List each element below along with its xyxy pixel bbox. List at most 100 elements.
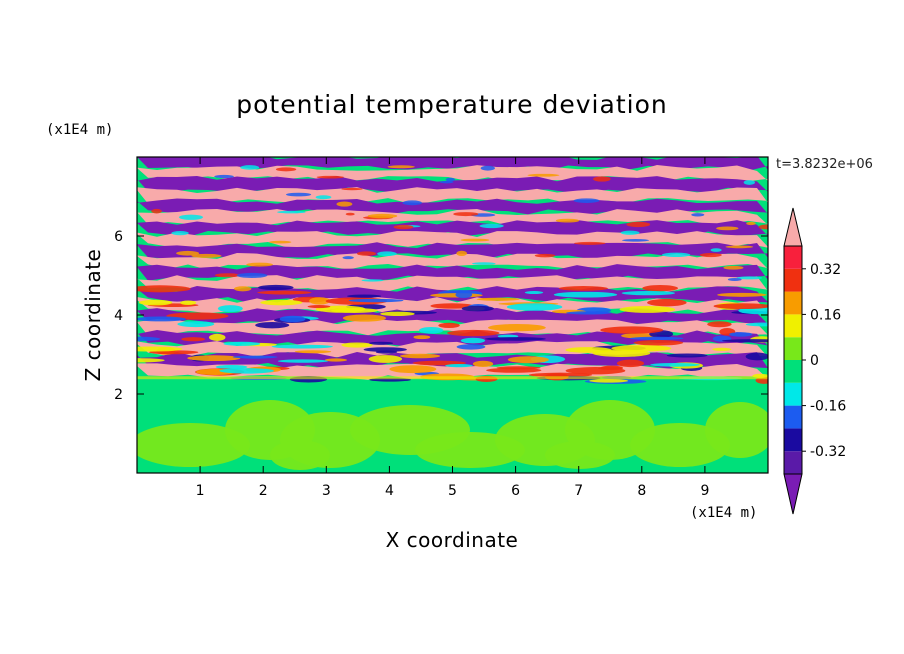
field-streak xyxy=(727,277,742,282)
field-streak xyxy=(215,364,248,370)
x-tick-label: 5 xyxy=(448,483,457,499)
field-streak xyxy=(246,262,274,267)
field-streak xyxy=(745,352,768,361)
field-streak xyxy=(368,355,403,363)
field-blob xyxy=(137,423,250,467)
colorbar-segment xyxy=(784,314,802,338)
field-streak xyxy=(647,298,687,307)
field-band xyxy=(137,187,768,204)
field-streak xyxy=(356,251,377,256)
field-streak xyxy=(600,326,664,334)
field-streak xyxy=(480,165,495,171)
field-streak xyxy=(691,213,705,217)
field-streak xyxy=(214,273,241,278)
field-streak xyxy=(573,198,600,203)
field-band xyxy=(137,198,768,215)
x-tick-label: 3 xyxy=(322,483,331,499)
field-streak xyxy=(369,341,394,345)
field-streak xyxy=(285,192,312,197)
field-streak xyxy=(699,252,722,258)
field-streak xyxy=(716,226,739,231)
field-streak xyxy=(593,176,611,182)
y-unit-label: (x1E4 m) xyxy=(46,122,113,138)
field-streak xyxy=(725,245,754,249)
field-streak xyxy=(419,327,444,334)
y-axis: 2 4 6 xyxy=(114,229,768,403)
colorbar-segment xyxy=(784,382,802,406)
field-streak xyxy=(476,297,520,301)
plot-field xyxy=(137,157,768,473)
colorbar-segment xyxy=(784,360,802,383)
colorbar-segment xyxy=(784,246,802,269)
field-streak xyxy=(524,291,544,295)
field-streak xyxy=(255,321,290,329)
field-band xyxy=(137,275,768,292)
colorbar-over-arrow xyxy=(783,207,803,247)
field-streak xyxy=(269,240,292,244)
colorbar-segment xyxy=(784,451,802,474)
field-streak xyxy=(257,290,312,295)
time-label: t=3.8232e+06 xyxy=(776,157,873,172)
field-streak xyxy=(722,339,768,343)
field-streak xyxy=(181,337,206,342)
field-streak xyxy=(258,284,294,291)
field-streak xyxy=(456,250,468,257)
x-axis-label: X coordinate xyxy=(386,528,519,552)
field-streak xyxy=(178,214,203,220)
field-streak xyxy=(758,224,768,230)
field-streak xyxy=(430,303,474,309)
field-streak xyxy=(187,355,241,362)
field-blob xyxy=(630,423,730,467)
field-streak xyxy=(506,303,563,311)
field-streak xyxy=(712,347,732,351)
field-streak xyxy=(208,333,226,341)
chart-title: potential temperature deviation xyxy=(236,90,667,119)
field-streak xyxy=(460,238,490,242)
field-streak xyxy=(393,224,414,230)
field-streak xyxy=(488,323,546,332)
field-streak xyxy=(445,364,473,368)
field-streak xyxy=(707,321,732,328)
field-streak xyxy=(633,340,684,346)
field-streak xyxy=(611,345,672,352)
colorbar-label: 0.32 xyxy=(810,262,841,278)
field-streak xyxy=(137,358,165,363)
field-band xyxy=(137,264,768,281)
field-streak xyxy=(380,311,415,317)
field-streak xyxy=(650,362,700,367)
field-streak xyxy=(277,210,306,214)
field-band xyxy=(137,330,768,347)
x-tick-label: 1 xyxy=(196,483,205,499)
field-streak xyxy=(387,165,415,169)
x-tick-label: 8 xyxy=(637,483,646,499)
field-streak xyxy=(534,253,556,258)
field-streak xyxy=(223,341,261,346)
field-streak xyxy=(347,294,382,298)
colorbar-segment xyxy=(784,291,802,315)
field-streak xyxy=(234,286,252,292)
field-streak xyxy=(598,366,624,370)
field-streak xyxy=(574,241,606,245)
field-band xyxy=(137,242,768,259)
field-streak xyxy=(746,221,756,226)
field-streak xyxy=(271,344,333,349)
field-streak xyxy=(180,300,197,306)
field-streak xyxy=(455,291,473,299)
colorbar-segment xyxy=(784,405,802,429)
field-streak xyxy=(486,367,542,373)
field-streak xyxy=(453,212,479,217)
field-streak xyxy=(743,180,756,185)
field-streak xyxy=(191,253,222,258)
field-streak xyxy=(279,315,306,323)
field-streak xyxy=(566,311,612,315)
y-tick-label: 6 xyxy=(114,229,123,245)
field-boundary xyxy=(137,376,768,380)
field-streak xyxy=(219,368,274,374)
field-streak xyxy=(439,180,454,184)
field-streak xyxy=(363,347,407,352)
field-streak xyxy=(619,305,676,313)
field-streak xyxy=(447,329,500,337)
x-tick-label: 6 xyxy=(511,483,520,499)
field-blob xyxy=(705,402,768,458)
x-tick-label: 9 xyxy=(700,483,709,499)
